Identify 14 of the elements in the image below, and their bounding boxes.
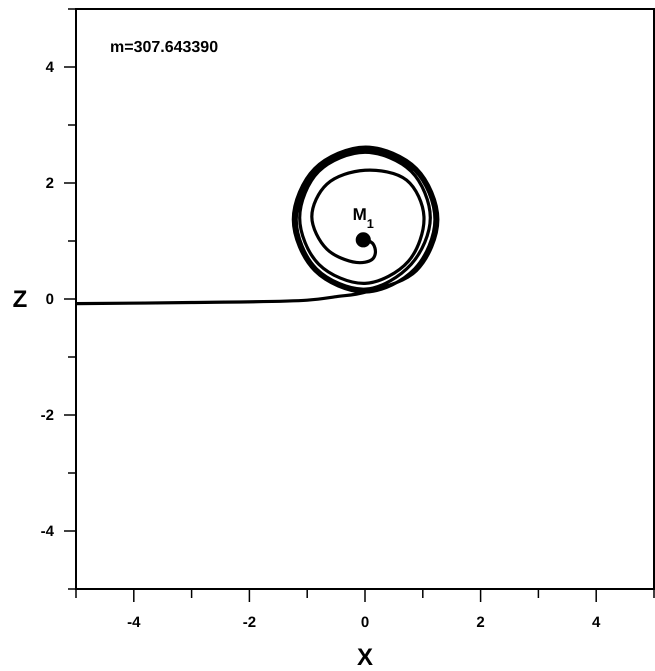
x-tick-label: 4 (592, 614, 602, 631)
y-axis-title: Z (12, 286, 28, 313)
y-tick-label: -4 (40, 523, 55, 540)
y-tick-label: 2 (46, 175, 54, 192)
y-tick-label: -2 (40, 407, 54, 424)
annotation: m=307.643390 (110, 39, 218, 56)
annotation: M$_{1}$ (352, 204, 374, 230)
y-tick-label: 4 (46, 59, 55, 76)
x-tick-label: 0 (360, 614, 370, 631)
y-tick-label: 0 (46, 291, 54, 308)
x-tick-label: 2 (476, 614, 485, 631)
x-axis-title: X (356, 644, 374, 671)
x-tick-label: -4 (127, 614, 142, 631)
x-tick-label: -2 (242, 614, 256, 631)
